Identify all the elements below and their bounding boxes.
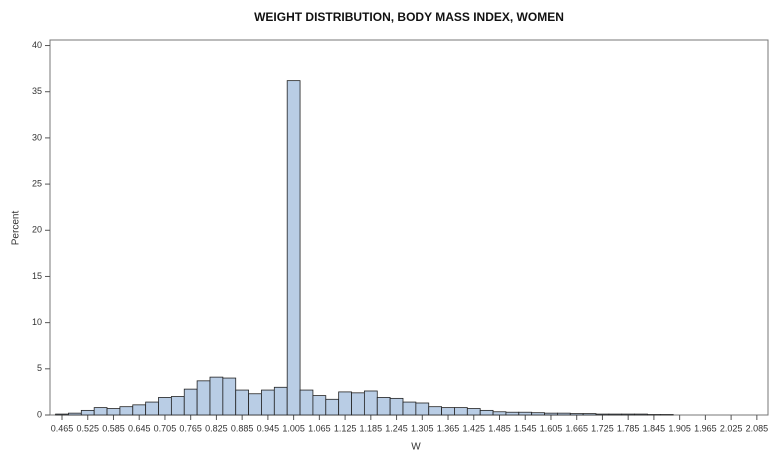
bar [196, 380, 211, 416]
bar [55, 413, 69, 416]
y-tick-label: 0 [37, 409, 42, 419]
x-tick-label: 1.665 [565, 423, 588, 433]
x-tick-label: 0.885 [231, 423, 254, 433]
bar [338, 391, 352, 416]
bar [376, 397, 391, 416]
x-tick-label: 1.425 [463, 423, 486, 433]
x-tick-label: 1.185 [360, 423, 383, 433]
bar [68, 412, 82, 416]
x-tick-label: 1.125 [334, 423, 357, 433]
x-tick-label: 1.545 [514, 423, 537, 433]
bar [170, 396, 185, 416]
bar [582, 413, 597, 416]
bar [595, 413, 610, 416]
bar [351, 392, 365, 416]
bar [119, 406, 134, 416]
bar [415, 402, 430, 416]
x-tick-label: 1.305 [411, 423, 434, 433]
bar [93, 407, 108, 416]
x-tick-label: 2.025 [720, 423, 743, 433]
bar [132, 404, 147, 416]
bar [389, 397, 404, 416]
x-tick-label: 1.845 [643, 423, 666, 433]
y-tick-label: 40 [32, 40, 42, 50]
bar [531, 412, 545, 416]
x-tick-label: 1.965 [694, 423, 717, 433]
bar [183, 388, 198, 416]
bar [557, 412, 571, 416]
plot-frame [49, 39, 769, 416]
y-tick-label: 25 [32, 178, 42, 188]
bar [634, 413, 648, 416]
bar [363, 390, 378, 416]
bar [261, 389, 275, 416]
y-tick-label: 30 [32, 132, 42, 142]
bar [428, 406, 442, 416]
bar [158, 397, 172, 416]
bar [106, 408, 121, 416]
x-tick-label: 1.485 [488, 423, 511, 433]
bar [569, 413, 584, 416]
bar [608, 413, 623, 416]
x-tick-label: 0.705 [154, 423, 177, 433]
bar [273, 386, 288, 416]
y-tick-label: 5 [37, 363, 42, 373]
bar [544, 412, 558, 416]
x-tick-label: 0.825 [205, 423, 228, 433]
y-tick-label: 20 [32, 225, 42, 235]
bar [505, 411, 520, 416]
bar [145, 401, 159, 416]
bar [454, 407, 468, 416]
y-tick-label: 35 [32, 86, 42, 96]
x-tick-label: 1.725 [591, 423, 614, 433]
bar [492, 411, 507, 416]
bar [80, 409, 95, 416]
y-axis-label: Percent [11, 211, 22, 246]
chart-title: WEIGHT DISTRIBUTION, BODY MASS INDEX, WO… [254, 10, 564, 24]
x-tick-label: 0.585 [102, 423, 125, 433]
x-tick-label: 0.645 [128, 423, 151, 433]
x-tick-label: 1.605 [540, 423, 563, 433]
bar [621, 413, 636, 416]
x-tick-label: 1.365 [437, 423, 460, 433]
x-tick-label: 0.525 [76, 423, 99, 433]
x-tick-label: 2.085 [746, 423, 769, 433]
y-tick-label: 15 [32, 271, 42, 281]
bar [441, 407, 455, 416]
bar [479, 409, 494, 416]
bar [286, 80, 301, 416]
bar [466, 408, 481, 416]
y-tick-label: 10 [32, 317, 42, 327]
bar [222, 377, 237, 416]
bar [325, 398, 340, 416]
x-tick-label: 1.005 [282, 423, 305, 433]
bar [299, 389, 314, 416]
x-tick-label: 0.765 [179, 423, 202, 433]
bar [312, 395, 327, 416]
x-tick-label: 0.945 [257, 423, 280, 433]
x-axis-label: W [411, 442, 421, 453]
x-tick-label: 1.785 [617, 423, 640, 433]
bar [209, 376, 224, 416]
x-tick-label: 1.065 [308, 423, 331, 433]
x-tick-label: 1.245 [385, 423, 408, 433]
bar [248, 393, 262, 416]
bar [518, 411, 533, 416]
bar [235, 389, 249, 416]
x-tick-label: 0.465 [51, 423, 74, 433]
x-tick-label: 1.905 [668, 423, 691, 433]
bar [402, 401, 417, 416]
